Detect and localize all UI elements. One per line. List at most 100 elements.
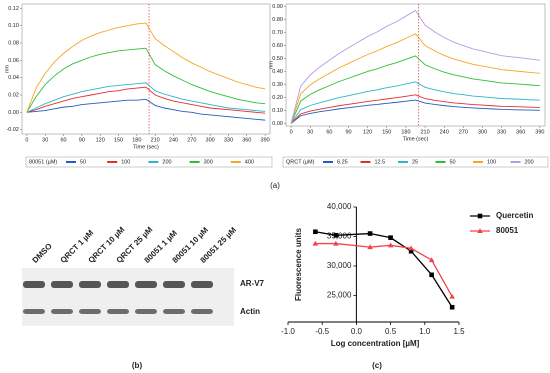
legend-marker (477, 228, 483, 233)
data-point (449, 293, 455, 299)
band (79, 281, 101, 288)
series-line (290, 55, 540, 124)
y-tick-label: 0.10 (272, 108, 283, 114)
legend-label: 80051 (496, 226, 519, 235)
series-line (26, 22, 266, 113)
band (135, 281, 157, 288)
series-line (290, 94, 540, 124)
x-tick-label: 240 (440, 129, 449, 135)
x-tick-label: 0 (25, 137, 28, 143)
x-tick-label: 270 (459, 129, 468, 135)
x-tick-label: 390 (535, 129, 544, 135)
data-point (367, 231, 373, 236)
series-line (26, 98, 266, 121)
series-line (290, 33, 540, 124)
legend-label: 50 (450, 159, 456, 165)
band (163, 281, 185, 288)
data-point (313, 229, 318, 235)
x-tick-label: 60 (326, 129, 332, 135)
x-tick-label: 180 (401, 129, 410, 135)
y-tick-label: 30,000 (327, 261, 352, 270)
legend-title: 80051 (µM) (29, 159, 57, 165)
y-tick-label: 0.90 (272, 4, 283, 10)
x-tick-label: 0.5 (385, 327, 397, 336)
data-point (387, 242, 394, 248)
data-point (408, 248, 414, 254)
x-tick-label: 390 (261, 137, 270, 143)
x-tick-label: -0.5 (315, 327, 329, 336)
band (79, 309, 101, 314)
series-line (26, 47, 266, 113)
x-tick-label: 330 (497, 129, 506, 135)
data-point (367, 244, 373, 250)
x-tick-label: 210 (151, 137, 160, 143)
series-line (290, 81, 540, 124)
series-line (290, 99, 540, 124)
y-axis-label: Fluorescence units (294, 228, 303, 301)
x-axis-label: Log concentration [µM] (331, 339, 420, 348)
legend-label: 25 (412, 159, 418, 165)
data-point (388, 235, 393, 240)
legend-label: 12.5 (375, 159, 386, 165)
y-tick-label: 0.80 (272, 17, 283, 23)
y-tick-label: 0.40 (272, 69, 283, 75)
sensorgram: 0.00 0.10 0.20 0.30 0.40 0.50 0.60 0.70 0.80 0.90… (268, 3, 549, 168)
legend-label: 400 (245, 159, 254, 165)
panel-label: (b) (132, 361, 143, 370)
band (163, 309, 185, 314)
y-tick-label: 0.10 (8, 23, 19, 29)
lane-label: DMSO (31, 242, 54, 265)
y-tick-label: 35,000 (327, 232, 352, 241)
x-tick-label: 210 (420, 129, 429, 135)
blot-background (22, 268, 234, 326)
x-tick-label: 360 (516, 129, 525, 135)
y-tick-label: 0.02 (8, 92, 19, 98)
band (23, 281, 45, 288)
series-line (26, 82, 266, 113)
band (135, 309, 157, 314)
x-tick-label: 180 (132, 137, 141, 143)
data-point (333, 233, 339, 238)
legend-label: 300 (204, 159, 213, 165)
data-point (333, 240, 339, 246)
x-tick-label: 0 (290, 129, 293, 135)
band (23, 309, 45, 314)
legend-label: 200 (162, 159, 171, 165)
y-tick-label: 0.50 (272, 56, 283, 62)
band (51, 309, 73, 314)
band-label: Actin (240, 307, 260, 316)
x-tick-label: 360 (242, 137, 251, 143)
legend-title: QRCT (µM) (286, 159, 315, 165)
y-tick-label: 0.12 (8, 6, 19, 12)
y-tick-label: 40,000 (327, 202, 352, 211)
panel-label: (a) (270, 181, 280, 190)
x-tick-label: 30 (307, 129, 313, 135)
band-label: AR-V7 (240, 279, 265, 288)
x-tick-label: 90 (345, 129, 351, 135)
sensorgram: -0.02 0.00 0.02 0.04 0.06 0.08 0.10 0.12 0 30 60 90… (4, 3, 273, 168)
y-tick-label: 0.00 (272, 121, 283, 127)
data-point (429, 272, 434, 278)
band (107, 281, 129, 288)
series-line (290, 9, 540, 124)
x-tick-label: 300 (206, 137, 215, 143)
series-line (26, 86, 266, 114)
x-tick-label: 150 (114, 137, 123, 143)
x-axis-label: Time (sec) (403, 136, 429, 142)
y-axis-label: nm (268, 61, 274, 69)
legend-label: 50 (80, 159, 86, 165)
y-tick-label: 0.06 (8, 58, 19, 64)
x-tick-label: 90 (79, 137, 85, 143)
x-tick-label: 30 (42, 137, 48, 143)
band (51, 281, 73, 288)
x-tick-label: 270 (187, 137, 196, 143)
x-tick-label: 330 (224, 137, 233, 143)
legend-label: 200 (525, 159, 534, 165)
legend (282, 156, 549, 168)
dose-response-chart: -1.0 -0.5 0.0 0.5 1.0 1.5 25,000 30,000 35,000 40… (281, 202, 533, 348)
plot-frame (285, 3, 546, 127)
x-axis-label: Time (sec) (133, 144, 159, 150)
y-tick-label: 0.20 (272, 95, 283, 101)
y-tick-label: 0.00 (8, 110, 19, 116)
